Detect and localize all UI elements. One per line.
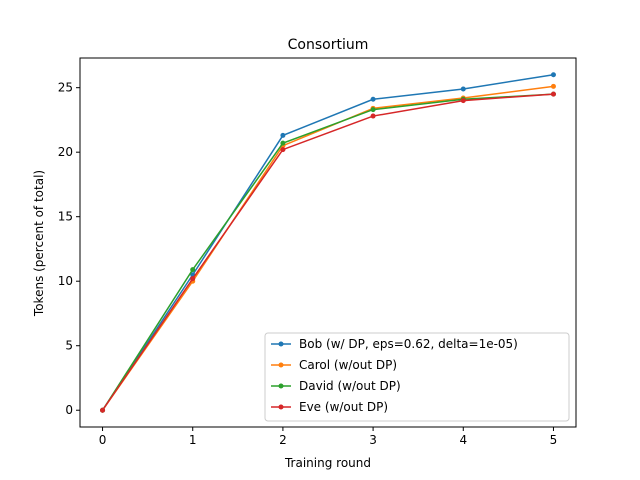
legend-marker [278,383,284,389]
data-point [100,407,106,413]
legend-marker [278,341,284,347]
y-tick-label: 15 [58,210,73,224]
legend-box [264,332,570,422]
y-axis: 0 5 10 15 20 25 [58,81,80,417]
data-point [370,96,376,102]
y-axis-label: Tokens (percent of total) [32,170,46,317]
series-line-0 [101,74,554,411]
data-point [460,86,466,92]
series-line-2 [101,93,554,411]
legend-marker [278,362,284,368]
x-tick-label: 2 [279,433,287,447]
y-tick-label: 25 [58,81,73,95]
data-point [460,98,466,104]
y-tick-label: 0 [65,403,73,417]
data-point [370,113,376,119]
plot-area [100,72,556,413]
legend: Bob (w/ DP, eps=0.62, delta=1e-05) Carol … [264,332,570,422]
x-tick-label: 5 [550,433,558,447]
y-tick-label: 5 [65,339,73,353]
x-axis-label: Training round [284,456,371,470]
legend-marker [278,404,284,410]
x-axis: 0 1 2 3 4 5 [99,427,558,447]
x-tick-label: 4 [459,433,467,447]
data-point [190,276,196,282]
y-tick-label: 20 [58,145,73,159]
x-tick-label: 0 [99,433,107,447]
axes-frame [79,57,577,428]
legend-entry: Bob (w/ DP, eps=0.62, delta=1e-05) [299,337,518,351]
data-point [280,140,286,146]
data-point [190,267,196,273]
legend-entry: David (w/out DP) [299,379,401,393]
series-line-3 [101,93,554,411]
data-point [550,72,556,78]
data-point [280,132,286,138]
data-point [550,91,556,97]
data-point [550,83,556,89]
x-tick-label: 3 [369,433,377,447]
legend-entry: Carol (w/out DP) [299,358,397,372]
data-point [370,107,376,113]
data-point [280,147,286,153]
y-tick-label: 10 [58,274,73,288]
legend-entry: Eve (w/out DP) [299,400,388,414]
chart-title: Consortium [288,37,369,53]
x-tick-label: 1 [189,433,197,447]
